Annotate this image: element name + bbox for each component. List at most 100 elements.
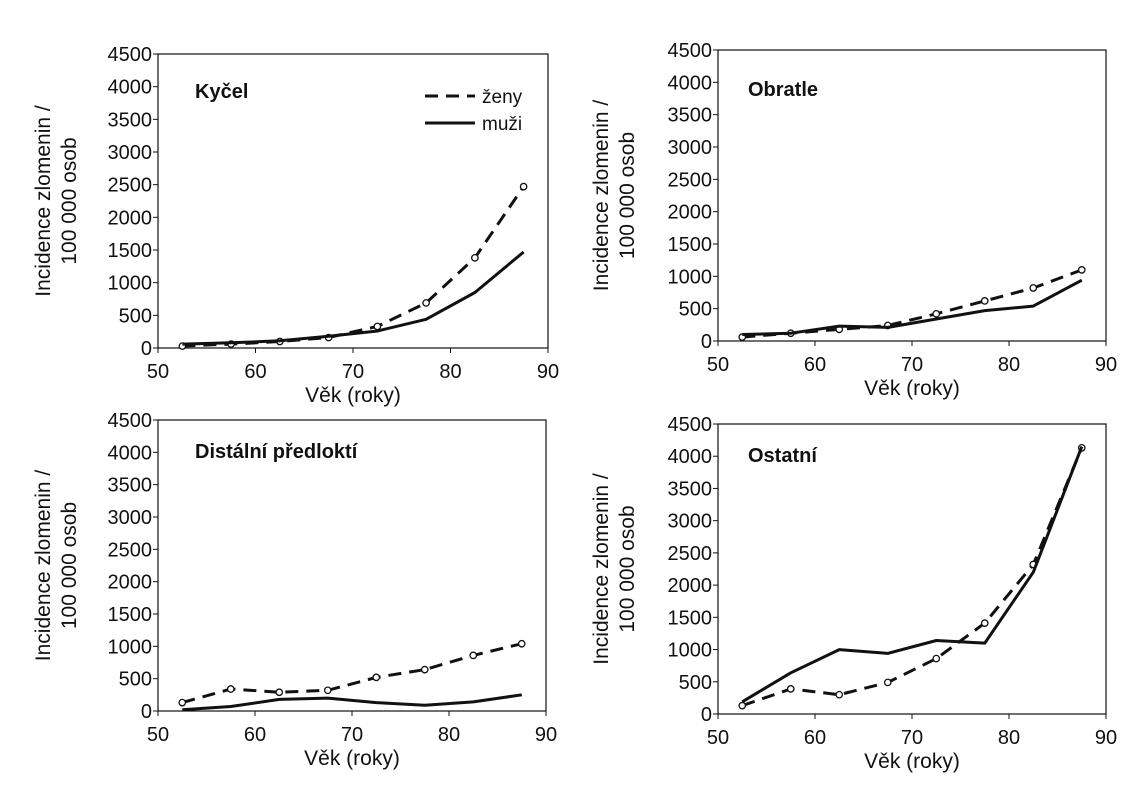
y-axis-label: Incidence zlomenin /100 000 osob — [590, 100, 639, 292]
x-axis-label: Věk (roky) — [864, 377, 960, 400]
y-tick-label: 1000 — [108, 636, 153, 658]
y-tick-label: 0 — [701, 331, 712, 353]
panel-title: Ostatní — [748, 445, 818, 467]
data-point-marker — [1077, 266, 1086, 274]
y-tick-label: 500 — [679, 672, 712, 694]
y-tick-label: 4500 — [668, 414, 713, 436]
y-tick-label: 3500 — [668, 105, 713, 127]
y-tick-label: 3000 — [108, 507, 153, 529]
x-tick-label: 90 — [1095, 727, 1117, 749]
y-tick-label: 500 — [119, 669, 152, 691]
y-tick-label: 2500 — [108, 539, 153, 561]
y-tick-label: 4000 — [668, 72, 713, 94]
y-tick-label: 1500 — [108, 604, 153, 626]
y-axis-label: Incidence zlomenin /100 000 osob — [32, 105, 81, 297]
y-tick-label: 500 — [119, 305, 152, 327]
x-axis-label: Věk (roky) — [305, 384, 401, 407]
x-tick-label: 70 — [341, 724, 363, 746]
data-point-marker — [469, 651, 478, 660]
x-axis-label: Věk (roky) — [304, 747, 400, 770]
y-tick-label: 4500 — [108, 44, 153, 66]
x-tick-label: 60 — [804, 354, 826, 376]
data-point-marker — [373, 322, 382, 331]
data-point-marker — [275, 688, 284, 697]
y-tick-label: 2000 — [108, 207, 153, 229]
y-tick-label: 1000 — [668, 266, 713, 288]
y-tick-label: 1000 — [668, 640, 713, 662]
legend-label: ženy — [482, 87, 523, 108]
y-tick-label: 3000 — [668, 511, 713, 533]
data-point-marker — [178, 698, 187, 707]
x-tick-label: 50 — [147, 361, 169, 383]
data-point-marker — [517, 639, 526, 648]
legend: ženy muži — [425, 87, 523, 135]
y-tick-label: 3000 — [108, 142, 153, 164]
data-point-marker — [786, 685, 795, 693]
data-point-marker — [420, 665, 429, 674]
y-tick-label: 1500 — [108, 240, 153, 262]
data-point-marker — [519, 182, 528, 191]
x-tick-label: 50 — [707, 727, 729, 749]
x-tick-label: 80 — [438, 724, 460, 746]
chart-panel-3: 0 500 1000 1500 2000 2500 3000 3500 4000 4500 50 60… — [32, 410, 557, 770]
series-line-muzi — [182, 693, 523, 712]
y-tick-label: 1500 — [668, 607, 713, 629]
y-axis-label-line: 100 000 osob — [58, 137, 81, 264]
y-tick-label: 3500 — [108, 109, 153, 131]
y-axis-label-line: 100 000 osob — [58, 502, 81, 629]
x-tick-label: 90 — [535, 724, 557, 746]
data-point-marker — [980, 619, 989, 627]
y-tick-label: 4500 — [668, 40, 713, 62]
series-line-zeny — [182, 185, 525, 348]
x-tick-label: 70 — [342, 361, 364, 383]
data-point-marker — [226, 685, 235, 693]
x-tick-label: 60 — [244, 724, 266, 746]
x-tick-label: 50 — [707, 354, 729, 376]
y-axis-label-line: Incidence zlomenin / — [32, 105, 55, 297]
data-point-marker — [323, 686, 332, 695]
x-tick-label: 90 — [537, 361, 559, 383]
y-axis-label-line: Incidence zlomenin / — [32, 470, 55, 662]
data-point-marker — [932, 309, 941, 318]
y-tick-label: 2500 — [668, 169, 713, 191]
y-tick-label: 2000 — [668, 202, 713, 224]
y-tick-label: 1000 — [108, 273, 153, 295]
panel-title: Distální předloktí — [195, 441, 359, 463]
panel-title: Kyčel — [195, 81, 248, 103]
y-tick-label: 2000 — [668, 575, 713, 597]
series-line-muzi — [741, 446, 1084, 704]
panel-title: Obratle — [748, 79, 818, 101]
legend-label: muži — [482, 114, 522, 135]
y-tick-label: 4000 — [668, 446, 713, 468]
y-tick-label: 3000 — [668, 137, 713, 159]
y-tick-label: 4000 — [108, 77, 153, 99]
series-line-zeny — [741, 447, 1084, 708]
x-tick-label: 60 — [804, 727, 826, 749]
x-tick-label: 70 — [901, 727, 923, 749]
y-tick-label: 4000 — [108, 442, 153, 464]
data-point-marker — [835, 690, 844, 699]
y-axis-label-line: 100 000 osob — [616, 132, 639, 259]
y-tick-label: 2500 — [108, 175, 153, 197]
y-axis-label: Incidence zlomenin /100 000 osob — [32, 470, 81, 662]
series-line-zeny — [742, 268, 1083, 339]
x-axis-label: Věk (roky) — [864, 750, 960, 773]
y-axis-label-line: Incidence zlomenin / — [590, 473, 613, 665]
series-line-muzi — [742, 278, 1083, 336]
data-point-marker — [422, 299, 430, 307]
y-tick-label: 3500 — [668, 478, 713, 500]
y-axis-label-line: Incidence zlomenin / — [590, 100, 613, 292]
data-point-marker — [1029, 284, 1038, 292]
data-point-marker — [932, 654, 941, 663]
data-point-marker — [980, 297, 989, 305]
y-tick-label: 3500 — [108, 475, 153, 497]
chart-panel-2: 0 500 1000 1500 2000 2500 3000 3500 4000 4500 50 60… — [590, 40, 1117, 400]
data-point-marker — [471, 253, 479, 262]
plot-frame — [157, 419, 547, 712]
y-axis-label-line: 100 000 osob — [616, 505, 639, 632]
chart-panel-1: 0 500 1000 1500 2000 2500 3000 3500 4000 4500 50 60… — [32, 44, 559, 407]
y-tick-label: 2000 — [108, 572, 153, 594]
x-tick-label: 50 — [147, 724, 169, 746]
